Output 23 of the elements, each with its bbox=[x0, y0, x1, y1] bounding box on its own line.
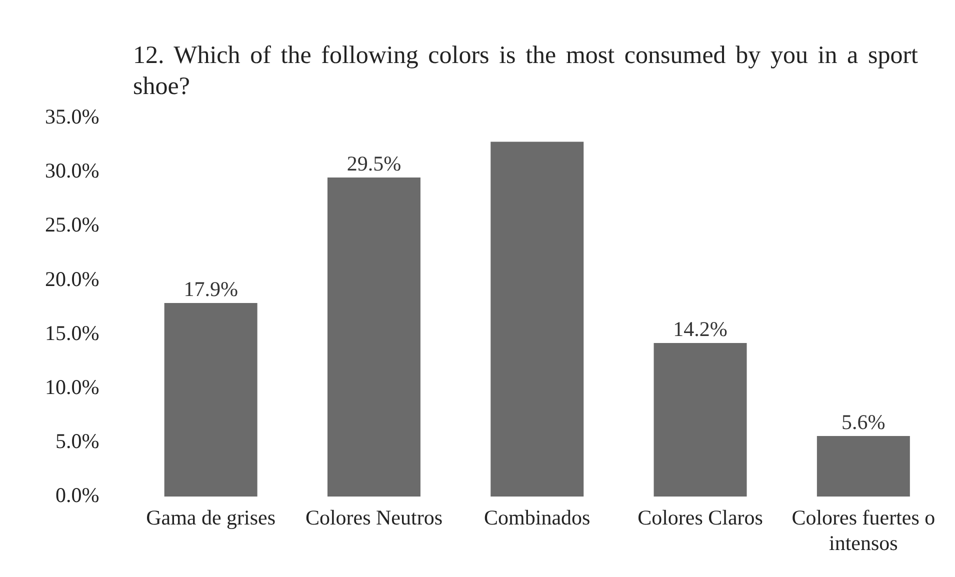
data-label: 29.5% bbox=[346, 152, 402, 176]
x-tick-label: Colores Neutros bbox=[305, 506, 443, 530]
y-tick-label: 15.0% bbox=[44, 320, 100, 345]
y-tick-label: 35.0% bbox=[44, 104, 100, 129]
data-label: 17.9% bbox=[184, 276, 238, 301]
y-tick-label: 20.0% bbox=[44, 266, 100, 291]
bar bbox=[816, 436, 910, 497]
chart-title: 12. Which of the following colors is the most consumed by you in a sport shoe? bbox=[133, 41, 918, 102]
bar bbox=[327, 177, 420, 497]
x-tick-label: Gama de grises bbox=[146, 506, 276, 530]
x-tick-label: Colores Claros bbox=[638, 506, 763, 530]
bar bbox=[490, 142, 584, 497]
bar bbox=[164, 302, 258, 497]
x-tick-label: Colores fuertes o intensos bbox=[792, 506, 936, 555]
data-label: 5.6% bbox=[842, 410, 886, 434]
bar bbox=[654, 342, 747, 497]
y-tick-label: 0.0% bbox=[55, 483, 100, 508]
y-tick-label: 30.0% bbox=[44, 158, 100, 183]
y-tick-label: 5.0% bbox=[55, 429, 100, 454]
x-tick-label: Combinados bbox=[484, 506, 590, 530]
data-label: 14.2% bbox=[673, 317, 728, 342]
y-tick-label: 10.0% bbox=[44, 374, 100, 399]
y-tick-label: 25.0% bbox=[44, 212, 100, 237]
